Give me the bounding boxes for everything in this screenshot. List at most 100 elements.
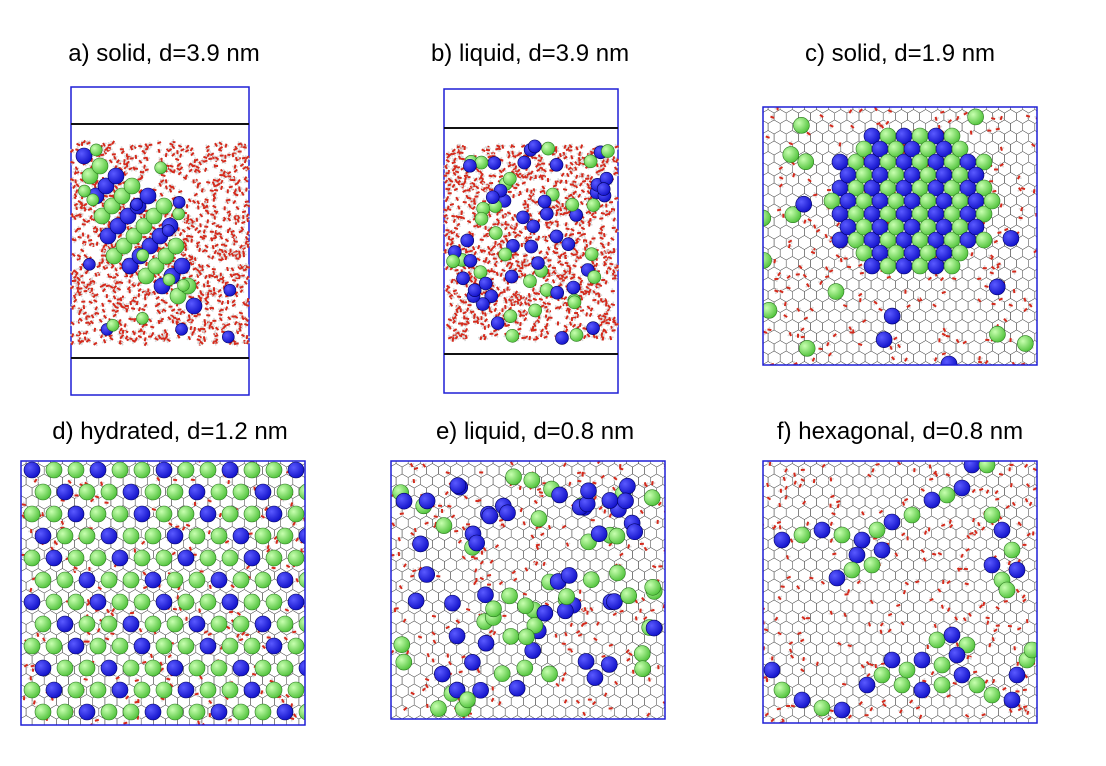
water-oxygen bbox=[232, 278, 237, 282]
water-oxygen bbox=[527, 262, 532, 267]
water-oxygen bbox=[157, 246, 162, 251]
water-oxygen bbox=[828, 269, 834, 273]
water-oxygen bbox=[541, 174, 547, 178]
water-oxygen bbox=[143, 341, 148, 347]
water-oxygen bbox=[209, 152, 215, 157]
water-oxygen bbox=[147, 291, 151, 297]
water-oxygen bbox=[116, 287, 122, 291]
water-oxygen bbox=[107, 143, 112, 147]
water-oxygen bbox=[216, 182, 221, 187]
water-oxygen bbox=[195, 268, 200, 273]
anion-sphere bbox=[584, 247, 599, 261]
water-oxygen bbox=[1023, 297, 1027, 302]
water-oxygen bbox=[538, 174, 543, 179]
water-oxygen bbox=[468, 249, 474, 253]
anion-sphere bbox=[505, 329, 520, 343]
anion-sphere bbox=[503, 309, 518, 323]
water-oxygen bbox=[76, 276, 81, 281]
water-oxygen bbox=[121, 305, 126, 309]
cation-sphere bbox=[504, 269, 519, 284]
cation-sphere bbox=[478, 276, 493, 291]
water-oxygen bbox=[506, 211, 512, 215]
anion-sphere bbox=[157, 247, 175, 265]
water-oxygen bbox=[511, 150, 514, 155]
anion-sphere bbox=[473, 265, 488, 279]
water-oxygen bbox=[581, 179, 587, 183]
water-oxygen bbox=[89, 279, 95, 284]
water-oxygen bbox=[233, 315, 239, 319]
water-oxygen bbox=[189, 326, 193, 331]
panel-e-title: e) liquid, d=0.8 nm bbox=[435, 418, 635, 445]
water-oxygen bbox=[224, 306, 229, 311]
water-oxygen bbox=[513, 226, 518, 231]
water-oxygen bbox=[93, 299, 98, 303]
water-oxygen bbox=[492, 328, 498, 333]
water-oxygen bbox=[475, 185, 480, 190]
cation-sphere bbox=[172, 196, 186, 209]
water-oxygen bbox=[554, 204, 560, 209]
water-oxygen bbox=[560, 172, 565, 177]
water-oxygen bbox=[519, 294, 523, 300]
water-oxygen bbox=[575, 174, 579, 180]
water-oxygen bbox=[184, 174, 188, 179]
water-oxygen bbox=[74, 214, 80, 218]
water-oxygen bbox=[92, 293, 97, 299]
cation-sphere bbox=[516, 210, 530, 225]
water-oxygen bbox=[807, 178, 812, 183]
water-oxygen bbox=[78, 317, 83, 322]
water-oxygen bbox=[521, 336, 526, 340]
cation-sphere bbox=[463, 158, 477, 173]
water-oxygen bbox=[510, 170, 516, 175]
anion-sphere bbox=[147, 257, 165, 275]
water-oxygen bbox=[565, 164, 569, 169]
water-oxygen bbox=[192, 267, 197, 271]
panel-f-title: f) hexagonal, d=0.8 nm bbox=[776, 418, 1024, 445]
water-oxygen bbox=[546, 317, 550, 322]
cation-sphere bbox=[83, 258, 96, 271]
water-oxygen bbox=[482, 233, 488, 238]
water-oxygen bbox=[117, 234, 122, 239]
water-oxygen bbox=[591, 260, 595, 265]
water-oxygen bbox=[497, 311, 502, 317]
water-oxygen bbox=[226, 322, 231, 327]
water-oxygen bbox=[457, 205, 461, 210]
water-oxygen bbox=[575, 255, 581, 260]
water-oxygen bbox=[79, 178, 85, 183]
water-oxygen bbox=[187, 198, 192, 203]
water-oxygen bbox=[563, 296, 568, 301]
water-oxygen bbox=[167, 316, 172, 321]
water-oxygen bbox=[203, 155, 208, 159]
water-oxygen bbox=[554, 220, 559, 224]
water-oxygen bbox=[85, 219, 91, 224]
water-oxygen bbox=[607, 250, 612, 255]
anion-sphere bbox=[587, 270, 602, 284]
water-oxygen bbox=[580, 226, 586, 231]
water-oxygen bbox=[78, 287, 83, 290]
water-oxygen bbox=[450, 278, 454, 284]
water-oxygen bbox=[504, 237, 509, 242]
anion-sphere bbox=[489, 226, 503, 240]
water-oxygen bbox=[178, 190, 183, 194]
water-oxygen bbox=[521, 309, 526, 314]
water-oxygen bbox=[522, 202, 527, 206]
water-oxygen bbox=[570, 227, 575, 232]
water-oxygen bbox=[199, 235, 204, 239]
water-oxygen bbox=[532, 297, 538, 301]
water-oxygen bbox=[145, 261, 148, 267]
water-oxygen bbox=[242, 165, 247, 170]
water-oxygen bbox=[525, 238, 529, 243]
water-oxygen bbox=[474, 278, 478, 283]
anion-sphere bbox=[155, 197, 173, 215]
water-oxygen bbox=[71, 213, 74, 218]
water-oxygen bbox=[151, 226, 157, 230]
water-oxygen bbox=[118, 339, 122, 345]
anion-sphere bbox=[93, 207, 111, 225]
water-oxygen bbox=[182, 237, 187, 241]
water-oxygen bbox=[226, 266, 229, 272]
cation-sphere bbox=[487, 156, 502, 170]
water-oxygen bbox=[216, 178, 221, 183]
water-oxygen bbox=[527, 236, 533, 239]
water-oxygen bbox=[187, 254, 193, 259]
water-oxygen bbox=[244, 236, 249, 241]
water-oxygen bbox=[169, 142, 174, 147]
